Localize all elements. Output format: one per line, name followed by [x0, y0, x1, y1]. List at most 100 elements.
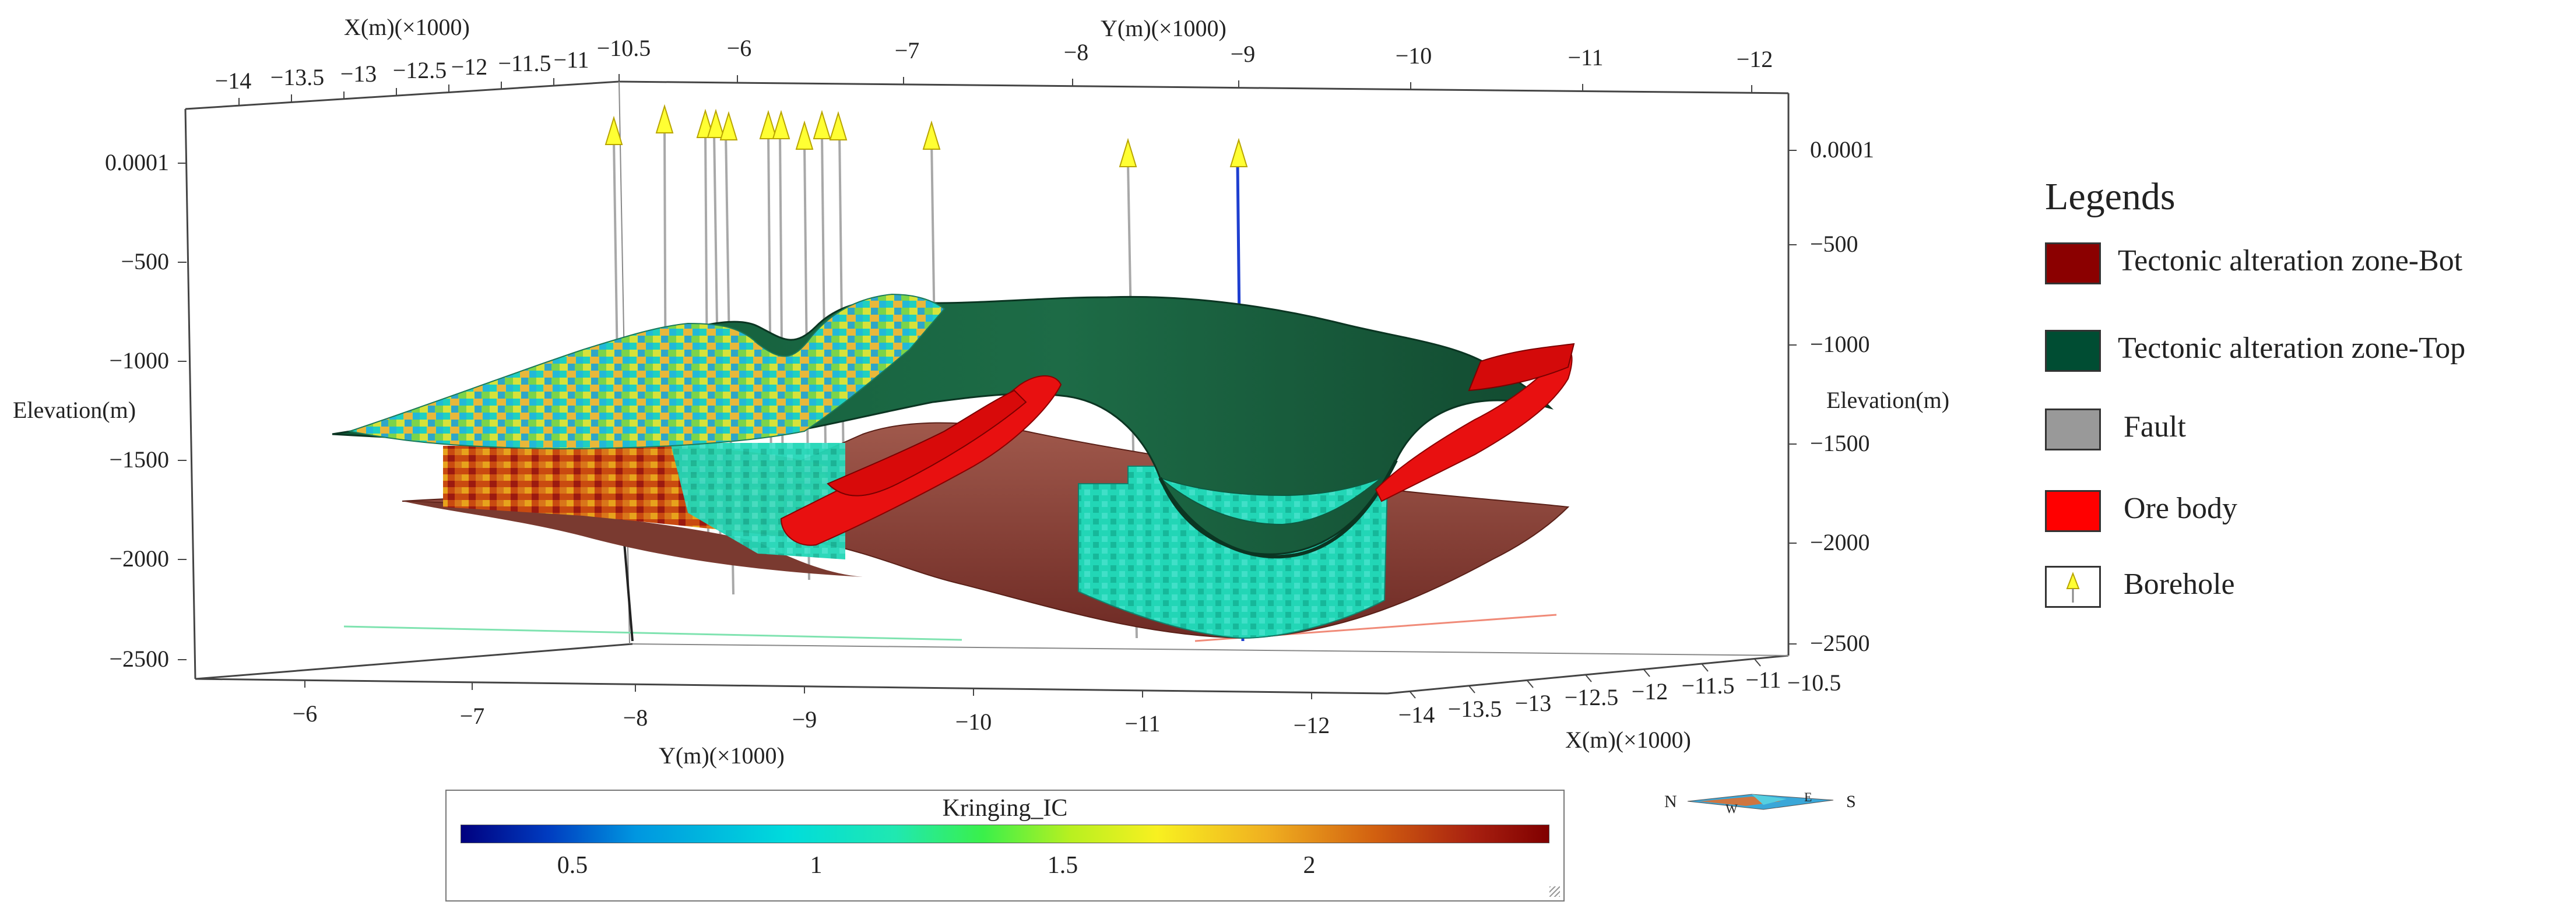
top-y-tick: −10 — [1396, 43, 1432, 69]
borehole-icon — [605, 115, 623, 145]
colorbar-tick: 2 — [1303, 852, 1316, 879]
top-x-tick: −11 — [553, 47, 589, 73]
top-x-tick: −11.5 — [498, 50, 551, 76]
kriging-voxels-top-mound — [347, 293, 946, 450]
colorbar-tick: 1 — [810, 852, 823, 879]
bottom-y-tick: −12 — [1294, 712, 1330, 738]
left-z-axis-title: Elevation(m) — [13, 397, 136, 423]
top-y-tick: −11 — [1568, 44, 1603, 71]
bottom-x-tick: −11 — [1745, 667, 1781, 693]
borehole-icon — [1119, 138, 1137, 167]
borehole-icon — [719, 111, 738, 140]
legend-item-borehole: Borehole — [2045, 566, 2570, 653]
legend-label: Fault — [2124, 410, 2186, 443]
alteration-zone-top-rim — [1158, 459, 1398, 559]
bottom-x-axis-title: X(m)(×1000) — [1565, 727, 1691, 753]
compass-e-label: E — [1804, 790, 1812, 804]
right-z-tick: 0.0001 — [1810, 136, 1874, 163]
floor-line-green — [343, 625, 962, 641]
colorbar-panel[interactable]: Kringing_IC 0.5 1 1.5 2 — [445, 790, 1565, 902]
bottom-y-tick: −9 — [792, 706, 817, 733]
top-x-tick: −12 — [451, 54, 488, 80]
bottom-y-tick: −7 — [460, 703, 485, 729]
legend-swatch — [2045, 409, 2101, 450]
top-y-tick: −7 — [895, 37, 920, 64]
legend-label: Borehole — [2124, 568, 2235, 601]
top-x-tick: −13 — [340, 61, 377, 87]
borehole-icon — [829, 111, 848, 140]
bottom-tickmarks — [304, 659, 1761, 699]
ore-body-right — [1375, 351, 1573, 502]
bottom-y-tick: −6 — [293, 700, 318, 727]
bottom-x-tick: −12 — [1632, 678, 1668, 705]
ore-body-center-2 — [827, 389, 1027, 497]
ore-body-right-2 — [1468, 343, 1575, 392]
borehole-icon — [655, 104, 674, 133]
legend-title: Legends — [2045, 175, 2176, 218]
compass-s-label: S — [1846, 792, 1856, 811]
right-z-tick: −1500 — [1810, 430, 1870, 456]
top-y-tick: −12 — [1737, 46, 1773, 72]
bottom-x-tick: −13.5 — [1448, 696, 1502, 722]
borehole-heads — [605, 104, 1248, 167]
top-y-axis-title: Y(m)(×1000) — [1101, 15, 1227, 41]
kriging-voxels-basin-cap — [1159, 477, 1382, 526]
compass-w-label: W — [1725, 801, 1738, 816]
borehole-icon — [813, 110, 831, 139]
bottom-x-tick: −12.5 — [1565, 684, 1619, 710]
bottom-x-tick: −10.5 — [1787, 670, 1841, 696]
legend-swatch — [2045, 566, 2101, 608]
right-z-tick: −500 — [1810, 231, 1858, 257]
borehole-icon — [759, 110, 778, 139]
top-x-tick: −14 — [215, 68, 252, 94]
borehole-icon — [795, 120, 814, 150]
left-z-tick: −500 — [121, 248, 169, 274]
top-y-tick: −9 — [1231, 41, 1256, 67]
top-x-tick: −13.5 — [270, 64, 325, 90]
borehole-icon — [772, 110, 790, 139]
bottom-y-tick: −11 — [1124, 710, 1160, 737]
top-x-tick: −12.5 — [393, 57, 447, 83]
compass-n-label: N — [1664, 792, 1677, 811]
bottom-x-tick: −11.5 — [1681, 672, 1734, 699]
z-tickmarks — [178, 150, 1797, 660]
left-z-tick: −2500 — [109, 646, 169, 672]
legend-swatch — [2045, 490, 2101, 532]
bottom-x-tick: −14 — [1398, 702, 1435, 728]
right-z-tick: −2000 — [1810, 529, 1870, 555]
bottom-y-axis-title: Y(m)(×1000) — [659, 742, 785, 769]
colorbar-tick: 1.5 — [1047, 852, 1078, 879]
top-x-axis-title: X(m)(×1000) — [344, 14, 470, 40]
borehole-icon — [707, 108, 725, 138]
resize-grip-icon[interactable] — [1549, 886, 1560, 897]
legend-item-ore: Ore body — [2045, 490, 2570, 566]
top-x-tickmarks — [238, 74, 1752, 105]
legend-item-bot: Tectonic alteration zone-Bot — [2045, 242, 2570, 330]
legend-label: Ore body — [2124, 492, 2237, 525]
legend-swatch — [2045, 330, 2101, 372]
right-z-tick: −1000 — [1810, 331, 1870, 357]
right-z-axis-title: Elevation(m) — [1826, 387, 1949, 413]
legend-swatch — [2045, 242, 2101, 284]
colorbar-title: Kringing_IC — [942, 795, 1068, 822]
legend-label: Tectonic alteration zone-Bot — [2118, 244, 2463, 277]
colorbar-gradient — [461, 825, 1549, 843]
borehole-icon — [922, 120, 941, 150]
legend-label: Tectonic alteration zone-Top — [2118, 332, 2466, 365]
top-y-tick: −8 — [1064, 39, 1089, 65]
left-z-tick: −1500 — [109, 446, 169, 473]
borehole-icon — [1229, 138, 1248, 167]
alteration-zone-bottom-underside — [402, 501, 863, 577]
legend-item-fault: Fault — [2045, 409, 2570, 490]
left-z-tick: −2000 — [109, 545, 169, 572]
bottom-x-tick: −13 — [1515, 690, 1552, 716]
orientation-compass-widget[interactable]: N W E S — [1664, 784, 1862, 819]
colorbar-tick: 0.5 — [557, 852, 588, 879]
top-x-tick: −10.5 — [597, 35, 651, 61]
bottom-y-tick: −8 — [623, 705, 648, 731]
bottom-y-tick: −10 — [955, 709, 992, 735]
legend-panel: Legends Tectonic alteration zone-Bot Tec… — [2045, 175, 2570, 653]
top-y-tick: −6 — [727, 35, 752, 61]
legend-item-top: Tectonic alteration zone-Top — [2045, 330, 2570, 409]
